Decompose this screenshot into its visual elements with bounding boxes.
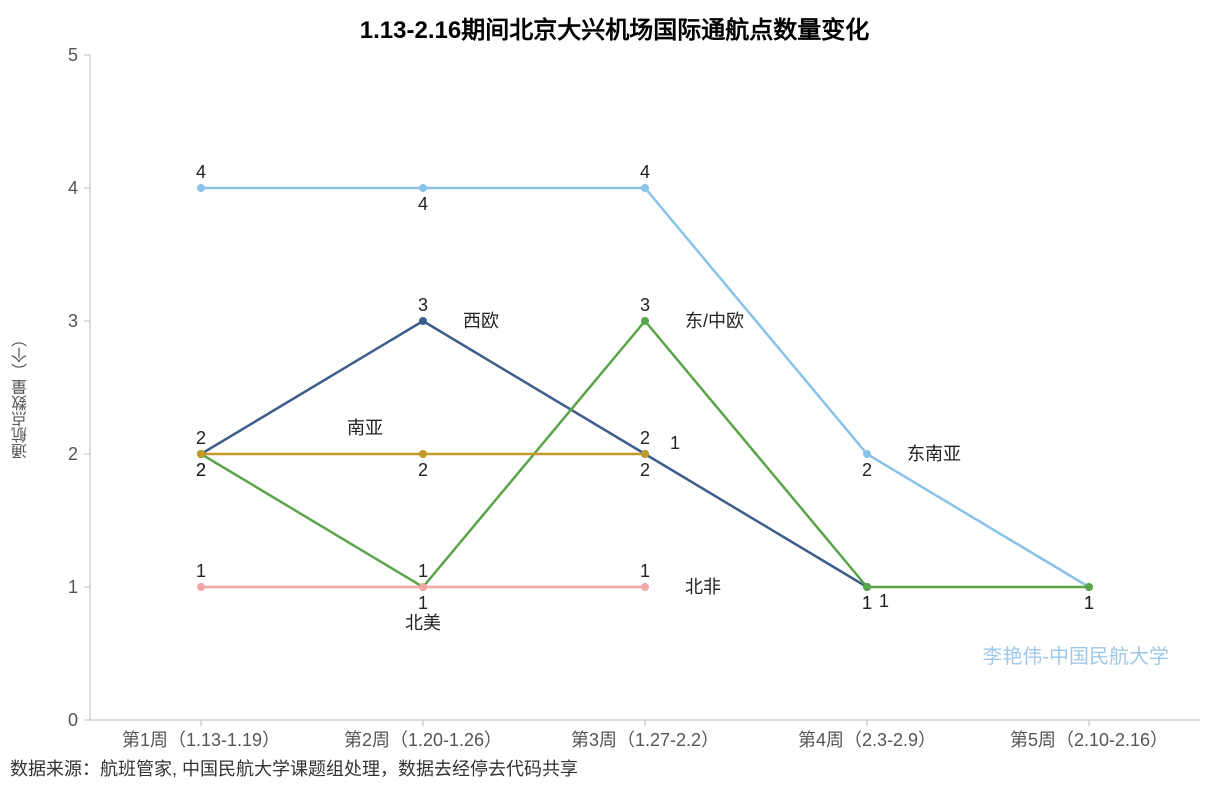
data-label: 1 bbox=[862, 593, 872, 613]
svg-text:北美: 北美 bbox=[405, 613, 441, 633]
data-label: 4 bbox=[196, 162, 206, 182]
svg-text:第4周（2.3-2.9）: 第4周（2.3-2.9） bbox=[798, 730, 936, 750]
data-label: 1 bbox=[418, 593, 428, 613]
data-point bbox=[1085, 583, 1093, 591]
data-point bbox=[863, 450, 871, 458]
watermark: 李艳伟-中国民航大学 bbox=[982, 640, 1169, 669]
chart-container: 1.13-2.16期间北京大兴机场国际通航点数量变化 通航点数量（个） 0123… bbox=[0, 0, 1229, 789]
data-label: 2 bbox=[196, 460, 206, 480]
data-label: 1 bbox=[640, 561, 650, 581]
data-point bbox=[419, 450, 427, 458]
svg-text:第2周（1.20-1.26）: 第2周（1.20-1.26） bbox=[344, 730, 502, 750]
data-label: 2 bbox=[418, 460, 428, 480]
data-point bbox=[641, 317, 649, 325]
chart-svg: 012345第1周（1.13-1.19）第2周（1.20-1.26）第3周（1.… bbox=[0, 0, 1229, 789]
svg-text:0: 0 bbox=[68, 710, 78, 730]
data-label: 1 bbox=[879, 591, 889, 611]
data-label: 4 bbox=[640, 162, 650, 182]
data-label: 2 bbox=[640, 428, 650, 448]
series-label: 东/中欧 bbox=[685, 311, 744, 331]
data-label: 1 bbox=[1084, 593, 1094, 613]
series-line-东南亚 bbox=[201, 188, 1089, 587]
data-label: 2 bbox=[640, 460, 650, 480]
data-label: 3 bbox=[640, 295, 650, 315]
data-point bbox=[641, 583, 649, 591]
data-point bbox=[863, 583, 871, 591]
series-label: 北非 bbox=[685, 577, 721, 597]
data-point bbox=[641, 184, 649, 192]
data-label: 1 bbox=[196, 561, 206, 581]
svg-text:第1周（1.13-1.19）: 第1周（1.13-1.19） bbox=[122, 730, 280, 750]
data-point bbox=[419, 184, 427, 192]
svg-text:4: 4 bbox=[68, 178, 78, 198]
data-label: 3 bbox=[418, 295, 428, 315]
data-label: 2 bbox=[862, 460, 872, 480]
data-label: 1 bbox=[418, 561, 428, 581]
data-label: 1 bbox=[670, 433, 680, 453]
svg-text:3: 3 bbox=[68, 311, 78, 331]
data-point bbox=[419, 583, 427, 591]
data-label: 2 bbox=[196, 428, 206, 448]
svg-text:2: 2 bbox=[68, 444, 78, 464]
svg-text:1: 1 bbox=[68, 577, 78, 597]
series-label: 西欧 bbox=[463, 311, 499, 331]
data-label: 4 bbox=[418, 194, 428, 214]
data-point bbox=[197, 583, 205, 591]
data-point bbox=[197, 184, 205, 192]
data-point bbox=[641, 450, 649, 458]
data-point bbox=[197, 450, 205, 458]
source-note: 数据来源：航班管家, 中国民航大学课题组处理，数据去经停去代码共享 bbox=[10, 755, 578, 781]
svg-text:第5周（2.10-2.16）: 第5周（2.10-2.16） bbox=[1010, 730, 1168, 750]
data-point bbox=[419, 317, 427, 325]
series-label: 南亚 bbox=[347, 418, 383, 438]
svg-text:第3周（1.27-2.2）: 第3周（1.27-2.2） bbox=[571, 730, 719, 750]
series-label: 东南亚 bbox=[907, 444, 961, 464]
svg-text:5: 5 bbox=[68, 45, 78, 65]
